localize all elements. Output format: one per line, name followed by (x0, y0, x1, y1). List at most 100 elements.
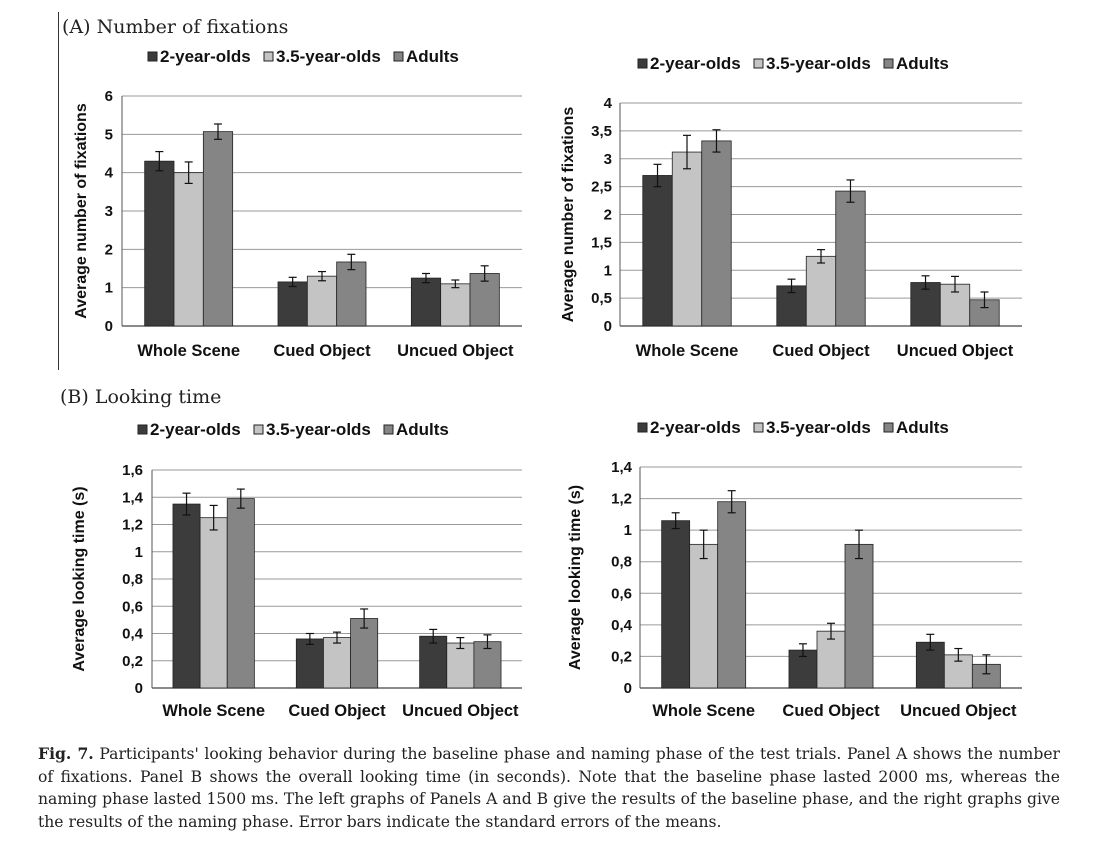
y-tick-label: 4 (105, 165, 114, 182)
legend-swatch (637, 422, 648, 433)
legend-label: 3.5-year-olds (266, 420, 371, 439)
legend-label: 2-year-olds (150, 420, 241, 439)
y-tick-label: 1,4 (611, 459, 633, 476)
y-tick-label: 2 (604, 207, 612, 224)
bar (805, 255, 837, 327)
legend-swatch (637, 58, 648, 69)
y-tick-label: 0,2 (611, 648, 632, 665)
legend-swatch (253, 424, 264, 435)
figure-caption: Fig. 7. Participants' looking behavior d… (38, 743, 1060, 833)
y-tick-label: 0 (135, 680, 143, 697)
bar (336, 261, 367, 327)
category-label: Whole Scene (162, 702, 265, 720)
category-label: Cued Object (782, 702, 880, 720)
legend-label: 3.5-year-olds (766, 418, 871, 437)
category-label: Cued Object (273, 342, 371, 360)
bar (295, 638, 324, 689)
legend-label: 3.5-year-olds (766, 54, 871, 73)
legend-swatch (753, 58, 764, 69)
legend-label: 2-year-olds (650, 54, 741, 73)
legend-label: 2-year-olds (650, 418, 741, 437)
y-axis-label: Average number of fixations (560, 107, 577, 323)
bar (202, 131, 234, 327)
legend-label: Adults (896, 418, 949, 437)
y-tick-label: 1,2 (122, 517, 143, 534)
bar (671, 151, 703, 327)
legend-swatch (393, 51, 404, 62)
bar (226, 498, 255, 689)
legend-swatch (883, 58, 894, 69)
category-label: Cued Object (772, 342, 870, 360)
bar (816, 630, 846, 689)
caption-label: Fig. 7. (38, 744, 94, 763)
bar (469, 273, 500, 327)
y-tick-label: 1,2 (611, 491, 632, 508)
legend-swatch (137, 424, 148, 435)
bar (173, 172, 204, 327)
y-tick-label: 1 (624, 522, 632, 539)
y-tick-label: 1,6 (122, 462, 143, 479)
bar (277, 281, 308, 327)
bar (144, 160, 175, 327)
legend-label: Adults (396, 420, 449, 439)
y-axis-label: Average looking time (s) (567, 485, 584, 670)
legend-swatch (263, 51, 274, 62)
y-tick-label: 2 (105, 241, 113, 258)
legend-label: Adults (896, 54, 949, 73)
y-axis-label: Average looking time (s) (71, 486, 88, 671)
y-tick-label: 0,8 (611, 554, 632, 571)
y-tick-label: 0,8 (122, 571, 143, 588)
bar (701, 140, 732, 327)
y-tick-label: 6 (105, 88, 113, 105)
category-label: Uncued Object (397, 342, 514, 360)
y-tick-label: 5 (105, 126, 113, 143)
y-tick-label: 0,4 (611, 617, 633, 634)
legend-label: 2-year-olds (160, 47, 251, 66)
y-tick-label: 1,4 (122, 489, 144, 506)
bar (350, 618, 379, 689)
bar (835, 190, 866, 327)
y-tick-label: 0,2 (122, 653, 143, 670)
panel-b-title: (B) Looking time (60, 386, 222, 408)
bar (642, 175, 673, 327)
legend-swatch (383, 424, 394, 435)
legend-label: Adults (406, 47, 459, 66)
bar (440, 283, 471, 327)
y-tick-label: 3 (105, 203, 113, 220)
bar (844, 543, 874, 689)
category-label: Cued Object (288, 702, 386, 720)
y-tick-label: 3,5 (591, 123, 612, 140)
y-tick-label: 1 (105, 280, 113, 297)
bar (410, 277, 442, 327)
bar (689, 543, 719, 689)
bar (172, 503, 201, 689)
y-tick-label: 0 (105, 318, 113, 335)
bar (717, 501, 747, 689)
y-tick-label: 0 (604, 318, 612, 335)
panel-a-title: (A) Number of fixations (62, 16, 289, 38)
category-label: Uncued Object (900, 702, 1017, 720)
y-axis-label: Average number of fixations (73, 103, 90, 319)
y-tick-label: 1 (135, 544, 143, 561)
category-label: Uncued Object (402, 702, 519, 720)
y-tick-label: 0 (624, 680, 632, 697)
category-label: Whole Scene (652, 702, 755, 720)
category-label: Uncued Object (897, 342, 1014, 360)
y-tick-label: 0,6 (122, 598, 143, 615)
y-tick-label: 4 (604, 95, 613, 112)
y-tick-label: 0,6 (611, 585, 632, 602)
caption-text: Participants' looking behavior during th… (38, 745, 1061, 831)
y-tick-label: 1 (604, 262, 612, 279)
y-tick-label: 3 (604, 151, 612, 168)
legend-swatch (883, 422, 894, 433)
y-tick-label: 0,5 (591, 290, 612, 307)
legend-swatch (753, 422, 764, 433)
category-label: Whole Scene (137, 342, 240, 360)
legend-swatch (147, 51, 158, 62)
legend-label: 3.5-year-olds (276, 47, 381, 66)
y-tick-label: 2,5 (591, 179, 612, 196)
